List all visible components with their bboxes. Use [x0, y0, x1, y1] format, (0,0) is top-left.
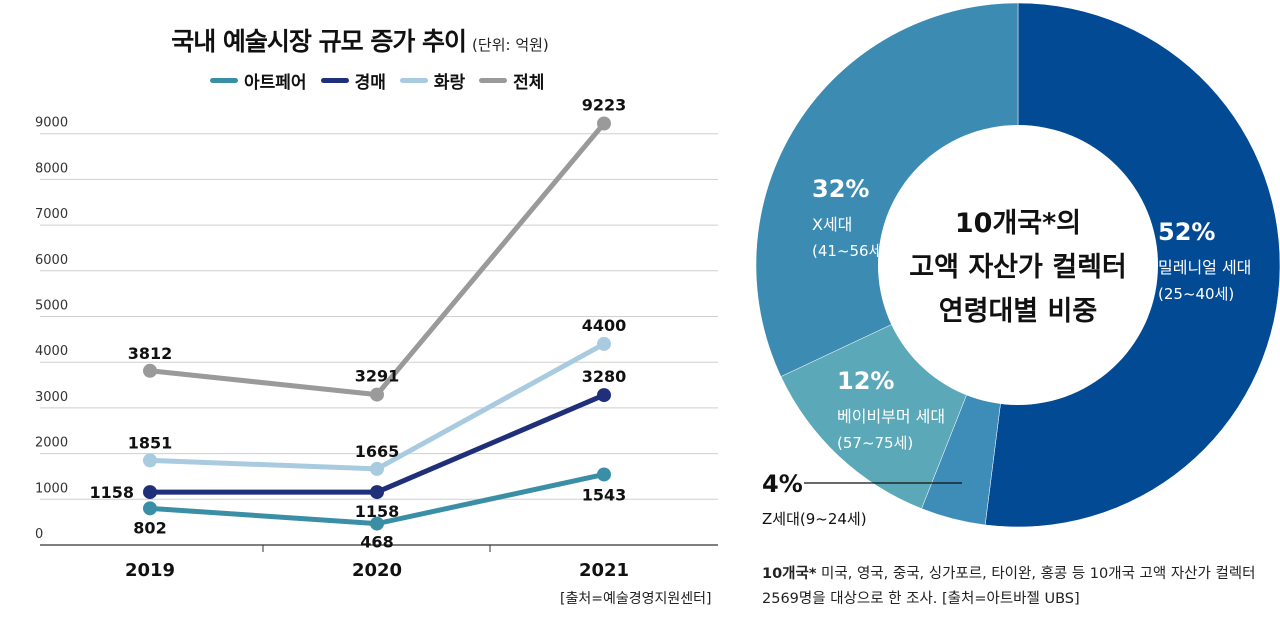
line-chart-legend: 아트페어 경매 화랑 전체 [210, 68, 544, 93]
legend-swatch-total [479, 78, 508, 83]
slice-name-label: X세대 [812, 215, 852, 234]
data-label: 1665 [355, 442, 400, 461]
legend-item-total: 전체 [479, 68, 544, 93]
legend-item-artfair: 아트페어 [210, 68, 307, 93]
data-label: 468 [360, 533, 393, 552]
data-label: 9223 [582, 96, 627, 115]
donut-center-label: 고액 자산가 컬렉터 [909, 252, 1127, 283]
data-label: 1543 [582, 485, 627, 504]
data-point-3-1 [370, 387, 384, 402]
line-chart: 0 1000 2000 3000 4000 5000 6000 7000 8000 9000 201… [35, 96, 718, 581]
data-point-3-0 [143, 363, 157, 378]
legend-label-artfair: 아트페어 [244, 73, 307, 93]
legend-swatch-artfair [210, 78, 238, 83]
data-point-0-1 [370, 516, 384, 531]
slice-range-label: (57~75세) [837, 434, 913, 452]
slice-percent-label: 12% [837, 367, 894, 395]
line-chart-unit: (단위: 억원) [472, 36, 549, 54]
line-chart-title-block: 국내 예술시장 규모 증가 추이 (단위: 억원) [0, 22, 720, 58]
data-point-2-1 [370, 461, 384, 476]
y-tick-label: 3000 [35, 390, 68, 405]
y-tick-label: 5000 [35, 299, 68, 314]
data-point-2-2 [597, 336, 611, 351]
slice-name-label: 베이비부머 세대 [837, 407, 945, 426]
line-chart-title: 국내 예술시장 규모 증가 추이 [171, 27, 467, 56]
slice-percent-label: 32% [812, 175, 869, 203]
data-point-2-0 [143, 453, 157, 468]
slice-percent-label: 4% [762, 470, 803, 498]
slice-range-label: (25~40세) [1158, 285, 1234, 303]
y-tick-label: 7000 [35, 207, 68, 222]
donut-center-label: 연령대별 비중 [939, 296, 1097, 327]
data-label: 1158 [355, 502, 400, 521]
data-point-1-1 [370, 485, 384, 500]
survey-note-bold: 10개국* [762, 566, 817, 582]
y-tick-label: 1000 [35, 481, 68, 496]
data-label: 3291 [355, 367, 400, 386]
data-point-1-2 [597, 388, 611, 403]
legend-swatch-auction [320, 78, 349, 83]
data-label: 3280 [582, 367, 627, 386]
legend-item-gallery: 화랑 [399, 68, 466, 93]
y-tick-label: 9000 [35, 116, 68, 131]
legend-label-total: 전체 [513, 73, 545, 93]
series-line-3 [147, 121, 607, 398]
data-point-1-0 [143, 485, 157, 500]
x-tick-label: 2019 [125, 560, 175, 581]
data-point-0-2 [597, 467, 611, 482]
donut-center-label: 10개국*의 [955, 208, 1081, 239]
y-tick-label: 0 [35, 527, 43, 542]
survey-note-text: 미국, 영국, 중국, 싱가포르, 타이완, 홍콩 등 10개국 고액 자산가 … [762, 566, 1256, 607]
data-label: 802 [133, 518, 166, 537]
y-tick-label: 8000 [35, 161, 68, 176]
legend-item-auction: 경매 [320, 68, 386, 93]
slice-name-label: Z세대(9~24세) [762, 510, 867, 528]
data-label: 4400 [582, 316, 627, 335]
legend-swatch-gallery [399, 78, 428, 83]
slice-range-label: (41~56세) [812, 242, 888, 260]
data-label: 1158 [89, 483, 134, 502]
y-tick-label: 2000 [35, 436, 68, 451]
data-label: 3812 [128, 344, 173, 363]
data-point-3-2 [597, 116, 611, 131]
survey-note: 10개국* 미국, 영국, 중국, 싱가포르, 타이완, 홍콩 등 10개국 고… [762, 562, 1272, 612]
y-tick-label: 4000 [35, 344, 68, 359]
legend-label-auction: 경매 [354, 73, 386, 93]
slice-name-label: 밀레니얼 세대 [1158, 258, 1251, 277]
data-point-0-0 [143, 501, 157, 516]
x-tick-label: 2020 [352, 560, 402, 581]
x-tick-label: 2021 [579, 560, 629, 581]
legend-label-gallery: 화랑 [433, 73, 466, 93]
y-tick-label: 6000 [35, 253, 68, 268]
line-chart-source: [출처=예술경영지원센터] [560, 591, 712, 607]
data-label: 1851 [128, 433, 173, 452]
donut-hole [878, 125, 1158, 405]
slice-percent-label: 52% [1158, 218, 1215, 246]
